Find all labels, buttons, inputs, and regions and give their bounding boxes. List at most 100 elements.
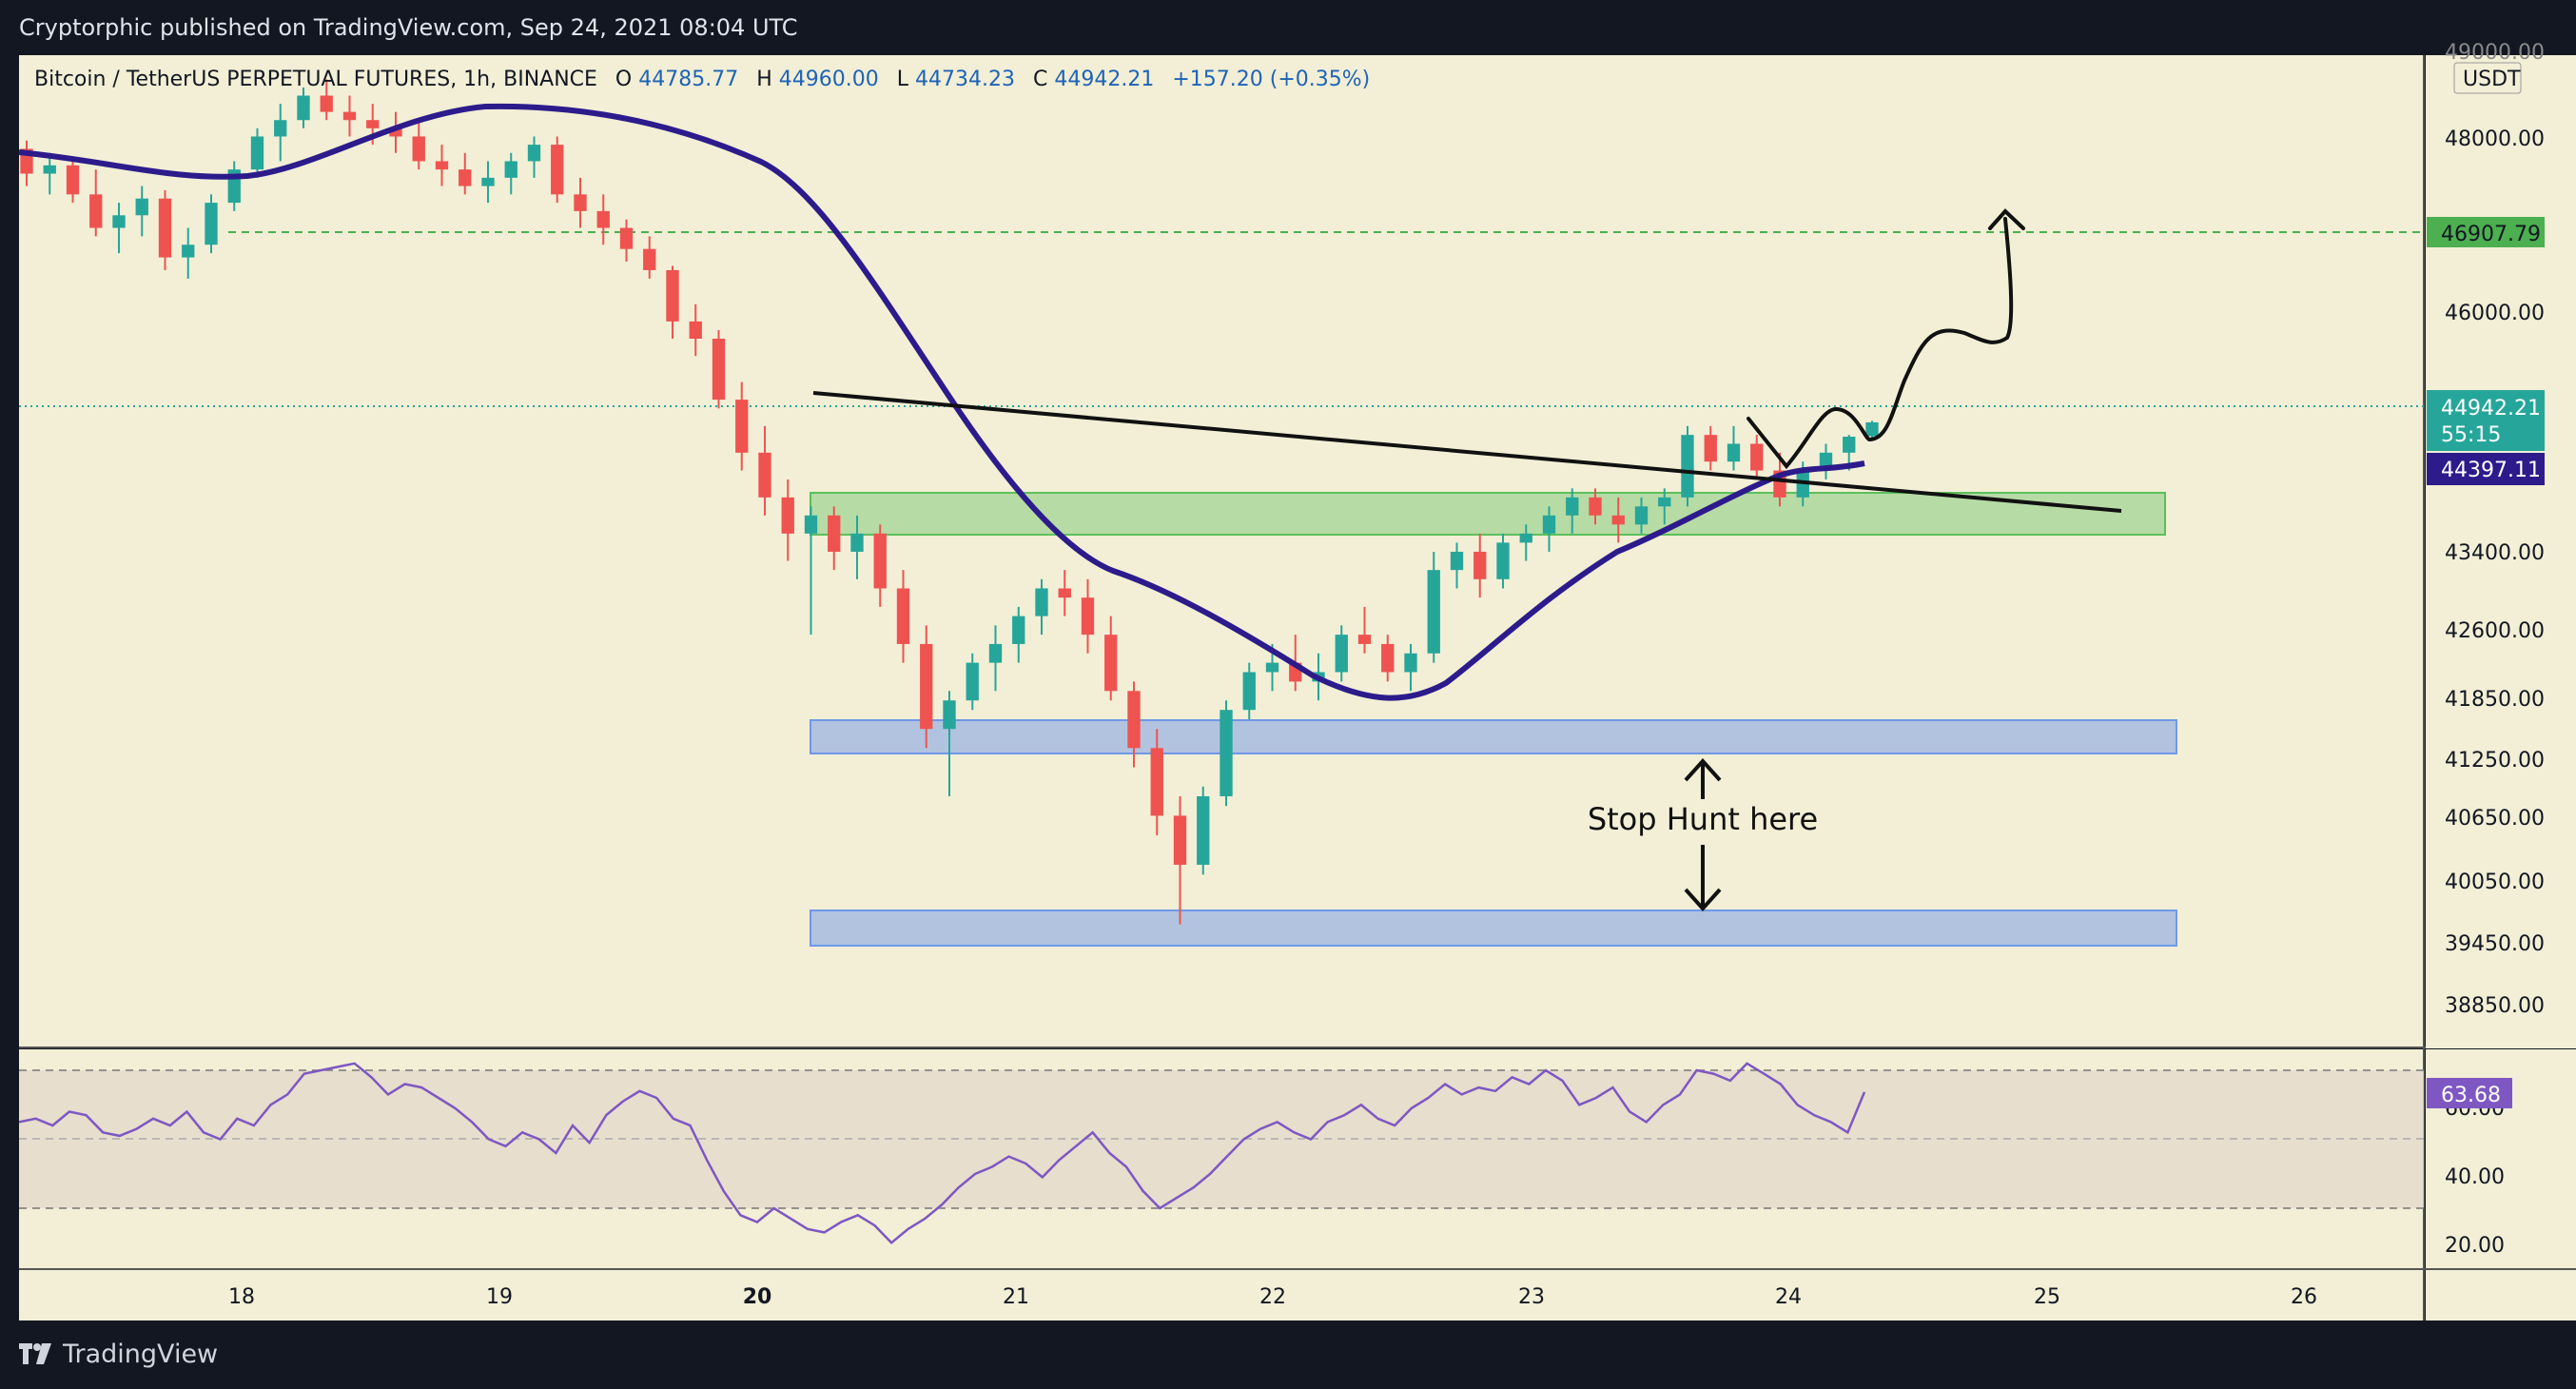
candle-body[interactable]: [1634, 506, 1649, 525]
price-tick: 40050.00: [2445, 871, 2545, 894]
symbol-legend[interactable]: Bitcoin / TetherUS PERPETUAL FUTURES, 1h…: [34, 68, 1370, 91]
moving-average-line[interactable]: [18, 103, 1865, 701]
candle-body[interactable]: [1197, 795, 1210, 865]
candle-body[interactable]: [1566, 497, 1579, 516]
candle-body[interactable]: [1658, 497, 1671, 507]
time-tick: 22: [1259, 1285, 1286, 1309]
candle-body[interactable]: [342, 111, 357, 121]
candle-body[interactable]: [1542, 515, 1556, 534]
candle-body[interactable]: [1473, 551, 1487, 579]
candle-body[interactable]: [527, 145, 541, 162]
projected-path[interactable]: [1747, 217, 2014, 470]
candle-body[interactable]: [135, 198, 148, 216]
rsi-value-badge[interactable]: [2427, 1078, 2512, 1108]
candle-body[interactable]: [1127, 691, 1141, 749]
candle-body[interactable]: [320, 95, 333, 112]
candle-body[interactable]: [1750, 443, 1764, 471]
candle-body[interactable]: [966, 662, 979, 701]
candle-body[interactable]: [43, 165, 56, 174]
candle-body[interactable]: [920, 643, 933, 730]
rsi-line[interactable]: [18, 1062, 1866, 1244]
candle-body[interactable]: [389, 127, 402, 137]
candle-body[interactable]: [1496, 542, 1510, 579]
candle-body[interactable]: [182, 245, 195, 258]
candle-body[interactable]: [504, 161, 517, 178]
candle-body[interactable]: [1081, 597, 1095, 636]
candle-body[interactable]: [412, 136, 425, 162]
currency-label: USDT: [2463, 68, 2521, 91]
time-tick: 24: [1775, 1285, 1802, 1309]
candle-body[interactable]: [551, 145, 564, 195]
candle-body[interactable]: [1727, 443, 1741, 462]
candle-body[interactable]: [1704, 435, 1717, 462]
candle-body[interactable]: [804, 515, 818, 534]
candle-body[interactable]: [1865, 421, 1879, 437]
candle-body[interactable]: [274, 120, 287, 137]
blue-zone-upper[interactable]: [810, 719, 2177, 754]
candle-body[interactable]: [1265, 662, 1279, 673]
candle-body[interactable]: [112, 215, 126, 228]
candle-body[interactable]: [1220, 710, 1233, 796]
candle-body[interactable]: [689, 321, 702, 339]
candlestick-series[interactable]: [20, 79, 1879, 925]
candle-body[interactable]: [1404, 653, 1417, 673]
candle-body[interactable]: [988, 643, 1003, 663]
currency-box[interactable]: [2453, 62, 2522, 94]
candle-body[interactable]: [828, 515, 841, 552]
last-price-badge[interactable]: [2427, 390, 2545, 451]
candle-body[interactable]: [1427, 570, 1440, 654]
candle-body[interactable]: [1611, 515, 1625, 525]
tradingview-logo-icon[interactable]: [19, 1340, 53, 1368]
candle-body[interactable]: [574, 194, 587, 211]
candle-body[interactable]: [1589, 497, 1602, 516]
candle-body[interactable]: [89, 194, 103, 228]
candle-body[interactable]: [596, 210, 610, 228]
candle-body[interactable]: [873, 533, 887, 589]
candle-body[interactable]: [1357, 635, 1372, 644]
candle-body[interactable]: [758, 452, 771, 498]
candle-body[interactable]: [1035, 588, 1048, 616]
candle-body[interactable]: [435, 161, 449, 170]
low-value: 44734.23: [915, 68, 1015, 91]
brand-name[interactable]: TradingView: [63, 1340, 219, 1369]
candle-body[interactable]: [943, 700, 956, 730]
candle-body[interactable]: [896, 588, 910, 644]
candle-body[interactable]: [781, 497, 794, 534]
candle-body[interactable]: [297, 95, 310, 121]
candle-body[interactable]: [1173, 815, 1187, 865]
candle-body[interactable]: [643, 248, 656, 270]
candle-body[interactable]: [1843, 437, 1856, 453]
candle-body[interactable]: [666, 269, 679, 322]
candle-body[interactable]: [619, 227, 634, 249]
trading-chart[interactable]: Stop Hunt here Bitcoin / TetherUS PERPET…: [0, 0, 2576, 1322]
time-axis[interactable]: [19, 1270, 2424, 1321]
candle-body[interactable]: [205, 203, 218, 245]
candle-body[interactable]: [1150, 748, 1163, 816]
price-pane[interactable]: [19, 55, 2424, 1047]
rsi-axis-labels: 60.00 40.00 20.00: [2445, 1097, 2505, 1258]
candle-body[interactable]: [366, 120, 380, 128]
candle-body[interactable]: [1058, 588, 1071, 598]
candle-body[interactable]: [250, 136, 264, 170]
green-support-zone[interactable]: [810, 492, 2166, 536]
candle-body[interactable]: [1519, 533, 1532, 543]
candle-body[interactable]: [1242, 672, 1256, 711]
open-value: 44785.77: [638, 68, 738, 91]
candle-body[interactable]: [66, 165, 80, 195]
candle-body[interactable]: [1012, 616, 1025, 644]
candle-body[interactable]: [1104, 635, 1118, 692]
candle-body[interactable]: [1381, 643, 1395, 673]
candle-body[interactable]: [1335, 635, 1348, 673]
candle-body[interactable]: [735, 400, 749, 453]
ma-price-badge[interactable]: [2427, 453, 2545, 485]
candle-body[interactable]: [459, 169, 472, 186]
target-price-badge[interactable]: [2427, 217, 2545, 247]
blue-zone-lower[interactable]: [810, 910, 2177, 947]
candle-body[interactable]: [1681, 435, 1694, 498]
candle-body[interactable]: [712, 338, 726, 401]
candle-body[interactable]: [850, 533, 864, 552]
descending-trendline[interactable]: [812, 391, 2122, 513]
candle-body[interactable]: [481, 177, 495, 186]
candle-body[interactable]: [1450, 551, 1464, 571]
candle-body[interactable]: [158, 198, 172, 258]
